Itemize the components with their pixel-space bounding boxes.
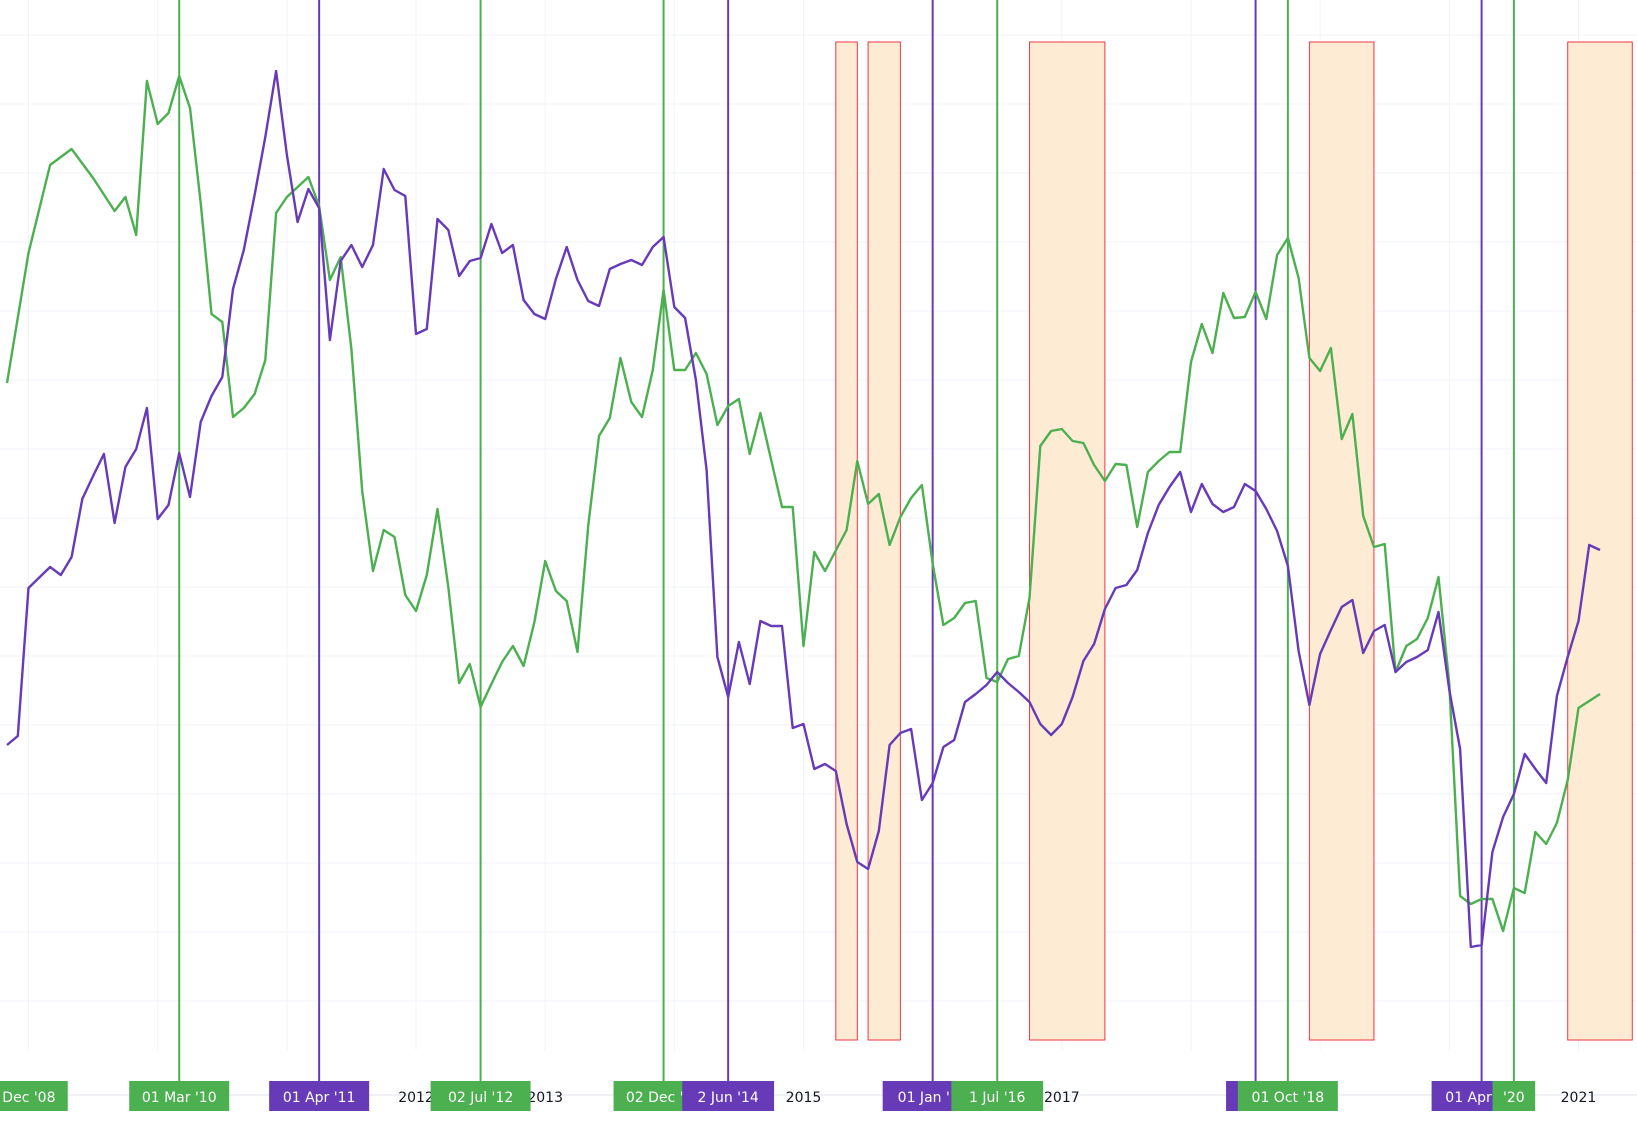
date-marker-text: 2 Jun '14 — [697, 1090, 758, 1106]
series-line-green — [5, 74, 1601, 933]
date-marker-box-green — [1492, 1081, 1536, 1111]
date-marker-box-purple — [682, 1081, 775, 1111]
date-marker-text: '20 — [1503, 1090, 1525, 1106]
date-marker-label: 02 Jul '12 — [430, 1081, 531, 1111]
date-marker-box-green — [1237, 1081, 1338, 1111]
series-line-purple — [6, 69, 1601, 949]
date-marker-text: 01 Dec '08 — [0, 1090, 55, 1106]
date-marker-label: '20 — [1492, 1081, 1536, 1111]
x-tick-label: 2021 — [1561, 1090, 1597, 1106]
date-marker-text: 01 Apr '11 — [283, 1090, 356, 1106]
x-tick-label: 2012 — [398, 1090, 434, 1106]
date-marker-box-green — [430, 1081, 531, 1111]
date-marker-text: 1 Jul '16 — [969, 1090, 1025, 1106]
highlight-zone — [867, 41, 901, 1041]
date-marker-label: 2 Jun '14 — [682, 1081, 775, 1111]
x-tick-label: 2015 — [786, 1090, 822, 1106]
highlight-zone — [1029, 41, 1106, 1041]
vertical-markers — [178, 0, 1515, 1090]
x-tick-label: 2013 — [527, 1090, 563, 1106]
x-tick-label: 2017 — [1044, 1090, 1080, 1106]
date-marker-label: 01 Oct '18 — [1237, 1081, 1338, 1111]
date-marker-box-green — [951, 1081, 1044, 1111]
date-marker-text: 02 Jul '12 — [448, 1090, 513, 1106]
date-labels: 01 Dec '08 01 Mar '10 01 Apr '11 02 Jul '12… — [0, 1081, 1536, 1111]
highlight-zone — [835, 41, 858, 1041]
highlight-zone — [1567, 41, 1633, 1041]
date-marker-box-purple — [269, 1081, 370, 1111]
date-marker-box-green — [129, 1081, 230, 1111]
date-marker-text: 01 Oct '18 — [1252, 1090, 1325, 1106]
date-marker-label: 01 Apr '11 — [269, 1081, 370, 1111]
highlight-zones — [835, 41, 1633, 1041]
series-lines — [5, 69, 1601, 949]
highlight-zone — [1308, 41, 1375, 1041]
date-marker-text: 01 Jan '16 — [898, 1090, 968, 1106]
date-marker-box-green — [0, 1081, 68, 1111]
date-marker-text: 01 Mar '10 — [142, 1090, 217, 1106]
date-marker-label: 01 Dec '08 — [0, 1081, 68, 1111]
date-marker-label: 1 Jul '16 — [951, 1081, 1044, 1111]
date-marker-label: 01 Mar '10 — [129, 1081, 230, 1111]
